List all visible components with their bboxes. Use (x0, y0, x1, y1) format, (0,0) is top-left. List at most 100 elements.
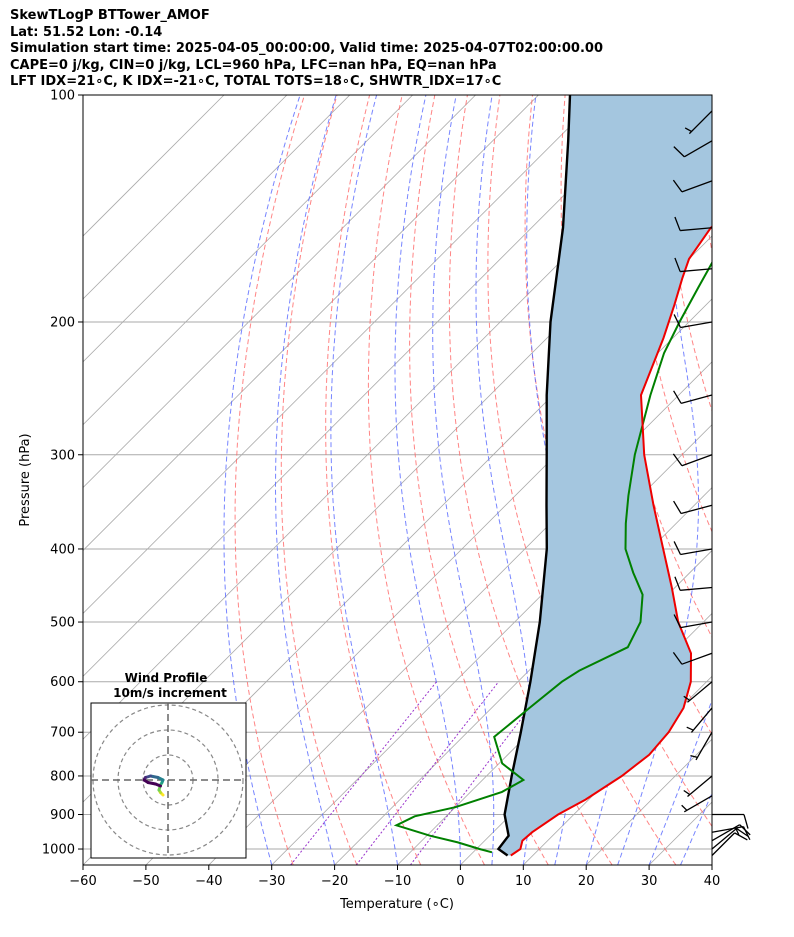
data-layer (393, 95, 712, 857)
wind-barb-staff (695, 731, 713, 761)
y-tick-label: 300 (50, 448, 75, 463)
dry-adiabat (662, 95, 712, 413)
y-tick-label: 600 (50, 675, 75, 690)
x-tick-label: 30 (641, 874, 658, 889)
y-tick-label: 800 (50, 769, 75, 784)
temperature-line (510, 225, 712, 857)
isotherm-gridline (775, 95, 794, 865)
wind-barb-staff (683, 795, 713, 813)
wind-barb-flag (673, 500, 682, 514)
x-tick-label: 20 (578, 874, 595, 889)
wind-barb-flag (742, 826, 751, 841)
dry-adiabat (367, 95, 485, 865)
wind-barb-flag (673, 146, 685, 158)
isotherm-gridline (334, 487, 712, 865)
wind-barb (711, 832, 748, 856)
wind-barb-staff (711, 826, 744, 833)
x-tick-label: 0 (456, 874, 464, 889)
wind-barb-half-flag (684, 127, 692, 133)
wind-barb-half-flag (681, 804, 688, 811)
wind-barb-half-flag (683, 789, 691, 796)
dry-adiabat (728, 95, 794, 865)
moist-adiabat (526, 95, 578, 865)
wind-barb (683, 681, 713, 703)
x-axis-label: Temperature (∘C) (339, 897, 454, 912)
wind-barb (711, 827, 749, 850)
wind-barb-staff (688, 110, 713, 135)
x-tick-label: −30 (258, 874, 285, 889)
moist-adiabat (394, 95, 461, 865)
chart-title-line-5: LFT IDX=21∘C, K IDX=-21∘C, TOTAL TOTS=18… (10, 74, 502, 89)
wind-barb-flag (673, 541, 682, 555)
x-tick-label: −50 (132, 874, 159, 889)
hodograph-subtitle: 10m/s increment (113, 686, 227, 700)
y-tick-label: 500 (50, 616, 75, 631)
wind-barbs (672, 110, 751, 856)
isotherm-gridline (83, 95, 351, 363)
hodograph-title: Wind Profile (125, 671, 208, 685)
wind-barb-staff (681, 454, 713, 467)
mixing-ratio-line (409, 681, 550, 865)
dewpoint-line (393, 260, 712, 854)
moist-adiabat (617, 95, 699, 865)
wind-barb-staff (680, 548, 713, 556)
wind-barb (674, 257, 713, 273)
wind-barb (672, 179, 713, 193)
x-tick-label: −60 (69, 874, 96, 889)
wind-barb-half-flag (683, 695, 691, 701)
wind-barb (673, 140, 713, 158)
cin-shading (498, 95, 712, 856)
wind-barb (673, 500, 713, 515)
wind-barb-flag (672, 179, 683, 193)
wind-barb-flag (674, 257, 681, 272)
y-tick-label: 200 (50, 315, 75, 330)
moist-adiabat (330, 95, 398, 865)
y-tick-label: 900 (50, 808, 75, 823)
wind-barb-staff (711, 827, 737, 850)
isotherm-gridline (711, 864, 712, 865)
hodograph-plot (91, 703, 246, 858)
moist-adiabat (432, 95, 495, 865)
wind-barb-staff (680, 504, 713, 515)
x-tick-label: 40 (704, 874, 721, 889)
moist-adiabat (648, 698, 712, 865)
wind-barb (686, 707, 713, 733)
parcel-profile-line (496, 95, 572, 857)
isotherm-gridline (83, 95, 476, 489)
dry-adiabat (524, 95, 712, 828)
wind-barb-staff (681, 652, 713, 665)
wind-barb (673, 390, 713, 404)
wind-barb-staff (690, 707, 713, 733)
wind-barb (711, 826, 751, 841)
wind-barb (684, 110, 713, 135)
wind-barb-flag (673, 390, 682, 404)
wind-barb (681, 795, 713, 813)
wind-barb (673, 614, 713, 629)
y-tick-label: 1000 (42, 843, 75, 858)
y-tick-label: 100 (50, 89, 75, 104)
dry-adiabat (325, 95, 422, 865)
isotherm-gridline (83, 95, 665, 677)
y-axis-label: Pressure (hPa) (18, 433, 33, 526)
wind-barb-staff (680, 268, 713, 273)
y-tick-label: 700 (50, 726, 75, 741)
moist-adiabat (680, 792, 712, 865)
wind-barb-staff (687, 775, 713, 798)
isotherm-gridline (83, 95, 225, 237)
x-tick-label: 10 (515, 874, 532, 889)
chart-title-line-4: CAPE=0 j/kg, CIN=0 j/kg, LCL=960 hPa, LF… (10, 57, 497, 73)
isotherm-gridline (271, 424, 712, 865)
moist-adiabat (223, 95, 301, 865)
chart-title-block: SkewTLogP BTTower_AMOF Lat: 51.52 Lon: -… (10, 8, 603, 91)
wind-barb-flag (673, 614, 682, 628)
wind-barb-staff (680, 227, 713, 232)
chart-title-line-3: Simulation start time: 2025-04-05_00:00:… (10, 41, 603, 56)
x-tick-label: −20 (321, 874, 348, 889)
dry-adiabat (448, 95, 613, 865)
wind-barb-flag (674, 576, 681, 591)
hodograph-inset: Wind Profile 10m/s increment (90, 671, 247, 859)
wind-barb-staff (680, 394, 713, 404)
isotherm-gridline (83, 95, 602, 614)
wind-barb-flag (734, 832, 748, 841)
